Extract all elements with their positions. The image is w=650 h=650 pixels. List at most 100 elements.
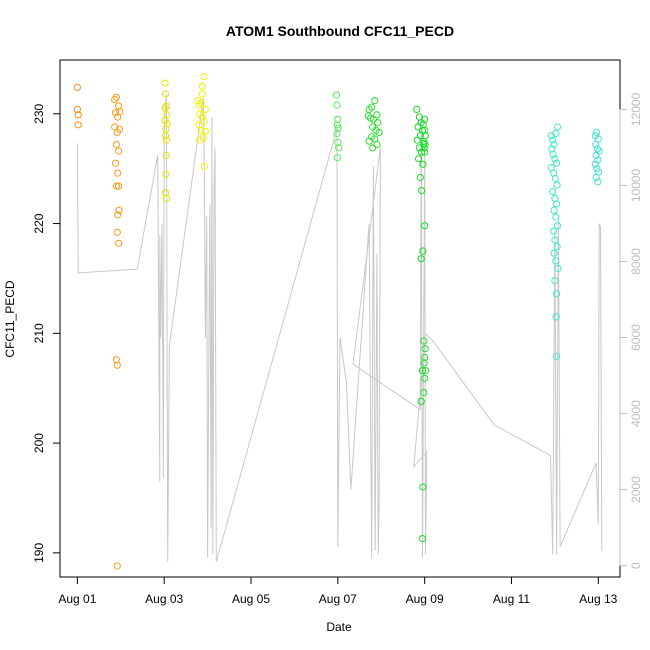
data-point [552, 129, 560, 138]
data-point [553, 222, 562, 230]
altitude-trace-line [76, 94, 603, 562]
series-4 [332, 91, 343, 162]
data-point [162, 151, 170, 160]
data-point [421, 222, 429, 230]
data-point [334, 138, 342, 146]
data-point [420, 359, 428, 367]
data-point [421, 126, 429, 134]
data-point [201, 162, 209, 171]
x-tick-label: Aug 07 [319, 592, 357, 606]
data-point [162, 136, 170, 144]
altitude-trace-layer [76, 94, 603, 562]
data-point [554, 265, 562, 273]
data-point [592, 140, 600, 149]
data-point [591, 160, 599, 168]
data-point [373, 111, 381, 119]
data-point [551, 155, 559, 163]
data-point [74, 111, 82, 119]
x-tick-label: Aug 13 [579, 592, 617, 606]
data-point [201, 127, 209, 135]
data-point [115, 206, 123, 214]
y-axis-left: 190 200 210 220 230 [32, 103, 61, 563]
y-right-tick-label: 2000 [629, 476, 643, 503]
x-axis: Aug 01 Aug 03 Aug 05 Aug 07 Aug 09 Aug 11 Aug … [58, 576, 618, 606]
data-point [112, 140, 121, 149]
data-point [547, 132, 556, 140]
data-point [115, 239, 123, 247]
plot-area-frame [59, 59, 621, 578]
y-right-tick-label: 10000 [629, 168, 643, 202]
data-point [161, 132, 170, 140]
data-point [162, 170, 170, 178]
data-point [195, 101, 203, 109]
data-point [421, 374, 429, 382]
data-point [553, 181, 561, 189]
data-point [115, 182, 123, 190]
y-axis-right: 0 2000 4000 6000 8000 10000 12000 [619, 92, 643, 569]
x-tick-label: Aug 11 [493, 592, 530, 606]
data-point [113, 562, 121, 570]
data-point [550, 140, 558, 149]
y-left-tick-label: 210 [32, 323, 46, 343]
data-point [116, 108, 124, 116]
data-point [550, 206, 558, 214]
data-point [198, 82, 206, 90]
x-tick-label: Aug 01 [58, 592, 96, 606]
data-point [161, 189, 170, 197]
data-point [112, 159, 120, 167]
data-point [549, 136, 557, 144]
data-point [419, 483, 427, 491]
y-left-tick-label: 200 [32, 433, 46, 453]
data-point [420, 389, 428, 397]
data-point [417, 397, 425, 405]
y-left-tick-label: 190 [32, 543, 46, 563]
data-point [551, 236, 559, 244]
data-point [333, 121, 341, 129]
data-point [413, 136, 421, 144]
data-point [200, 72, 208, 81]
data-point [112, 93, 121, 101]
series-2 [161, 79, 171, 202]
data-point [114, 169, 122, 177]
data-point [592, 173, 600, 182]
data-point [419, 247, 427, 255]
data-point [114, 211, 122, 219]
data-point [73, 83, 82, 92]
data-point [419, 160, 427, 168]
data-point [416, 173, 424, 182]
data-point [375, 128, 383, 136]
series-8 [547, 123, 562, 360]
data-point [593, 128, 601, 136]
data-point [420, 337, 428, 345]
data-point [551, 174, 559, 183]
data-point [553, 290, 561, 298]
y-right-tick-label: 4000 [629, 400, 643, 427]
data-point [162, 194, 170, 202]
y-right-tick-label: 8000 [629, 248, 643, 275]
data-point [421, 367, 430, 375]
chart-title: ATOM1 Southbound CFC11_PECD [226, 23, 454, 39]
y-left-tick-label: 230 [32, 103, 46, 123]
data-point [552, 213, 560, 221]
data-point [197, 126, 205, 134]
data-point [418, 367, 427, 375]
data-point [421, 115, 429, 123]
y-left-tick-label: 220 [32, 213, 46, 233]
data-point [371, 97, 379, 105]
data-point [374, 119, 382, 127]
data-point [199, 134, 207, 142]
data-point [197, 99, 205, 107]
data-point [421, 148, 429, 156]
y-right-tick-label: 0 [629, 562, 643, 569]
data-point [592, 151, 600, 160]
data-point [549, 150, 557, 158]
data-point [198, 113, 206, 121]
data-point [201, 105, 209, 114]
data-point [550, 249, 558, 257]
x-tick-label: Aug 03 [145, 592, 183, 606]
data-point [113, 228, 121, 236]
series-9 [591, 128, 603, 186]
data-point [334, 115, 342, 123]
y-right-tick-label: 6000 [629, 324, 643, 351]
data-point [161, 104, 169, 112]
